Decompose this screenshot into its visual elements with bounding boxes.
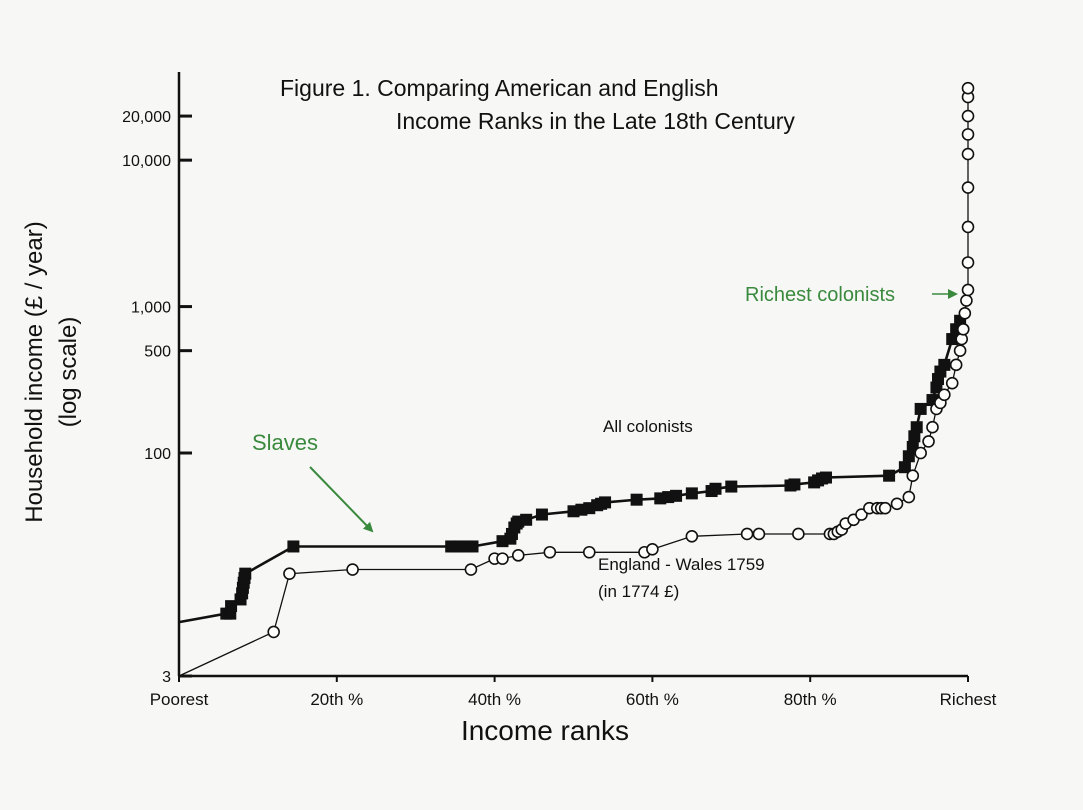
y-axis-label: Household income (£ / year): [21, 221, 48, 522]
data-point-square: [908, 430, 921, 443]
data-point-square: [819, 471, 832, 484]
x-tick-label: 40th %: [468, 690, 521, 709]
data-point-circle: [961, 283, 975, 297]
y-tick-label: 1,000: [131, 300, 171, 317]
data-point-circle: [582, 545, 596, 559]
y-axis-ticks: 3 100 500 1,000 10,000 20,000: [122, 109, 192, 686]
data-point-circle: [685, 529, 699, 543]
x-tick-label: Poorest: [150, 690, 209, 709]
data-point-circle: [346, 563, 359, 576]
chart-subtitle: Income Ranks in the Late 18th Century: [396, 108, 795, 134]
data-point-square: [883, 469, 896, 482]
data-point-square: [630, 493, 643, 506]
data-point-circle: [740, 527, 754, 541]
data-point-square: [914, 402, 927, 415]
x-tick-label: 80th %: [784, 690, 837, 709]
x-axis-ticks: Poorest 20th % 40th % 60th % 80th % Richest: [150, 676, 997, 709]
data-point-square: [520, 513, 533, 526]
y-tick-label: 20,000: [122, 109, 171, 126]
data-point-square: [466, 540, 479, 553]
data-point-circle: [878, 501, 892, 515]
annotation-all-colonists: All colonists: [603, 417, 693, 436]
data-point-circle: [938, 388, 951, 402]
data-point-circle: [926, 420, 939, 434]
x-axis-label: Income ranks: [461, 715, 629, 746]
data-point-square: [225, 600, 238, 613]
x-tick-label: 60th %: [626, 690, 679, 709]
data-point-circle: [961, 256, 975, 269]
data-point-square: [535, 508, 548, 521]
data-point-circle: [961, 147, 975, 161]
data-point-square: [938, 358, 951, 371]
data-point-square: [599, 496, 612, 509]
data-point-square: [788, 478, 801, 491]
y-axis-label-scale: (log scale): [55, 317, 82, 428]
data-point-circle: [464, 563, 478, 576]
data-point-circle: [961, 128, 975, 141]
data-point-circle: [914, 446, 927, 460]
data-point-circle: [961, 220, 975, 234]
x-tick-label: Richest: [940, 690, 997, 709]
data-point-circle: [949, 358, 963, 372]
data-point-circle: [646, 542, 659, 556]
annotation-england-wales-units: (in 1774 £): [598, 582, 679, 601]
annotation-slaves: Slaves: [252, 430, 318, 455]
data-point-circle: [953, 344, 967, 357]
data-point-circle: [267, 625, 280, 639]
data-point-circle: [961, 81, 975, 95]
series-layer: [178, 81, 975, 677]
data-point-square: [910, 421, 923, 434]
series-all-colonists: [178, 314, 967, 624]
data-point-circle: [496, 552, 509, 565]
series-line: [178, 88, 969, 677]
data-point-circle: [890, 497, 904, 511]
x-tick-label: 20th %: [310, 690, 363, 709]
y-tick-label: 500: [144, 344, 171, 361]
annotation-england-wales: England - Wales 1759: [598, 555, 765, 574]
series-line: [178, 320, 962, 624]
data-point-circle: [922, 435, 935, 448]
data-point-square: [946, 333, 959, 346]
annotation-slaves-arrow: [309, 466, 374, 533]
y-tick-label: 10,000: [122, 153, 171, 170]
data-point-circle: [283, 567, 296, 580]
series-england-wales: [178, 81, 975, 677]
data-point-square: [725, 480, 738, 493]
data-point-square: [898, 461, 911, 474]
chart-title: Figure 1. Comparing American and English: [280, 75, 719, 101]
data-point-square: [239, 567, 252, 580]
data-point-circle: [752, 527, 766, 541]
data-point-circle: [961, 109, 975, 123]
data-point-square: [670, 489, 683, 502]
data-point-circle: [961, 181, 975, 194]
data-point-circle: [960, 294, 973, 307]
data-point-circle: [956, 322, 970, 336]
data-point-square: [685, 487, 698, 500]
data-point-square: [287, 540, 300, 553]
data-point-circle: [792, 527, 805, 541]
data-point-circle: [902, 490, 916, 504]
y-tick-label: 3: [162, 669, 171, 686]
data-point-square: [709, 482, 722, 495]
data-point-circle: [958, 306, 972, 320]
y-tick-label: 100: [144, 446, 171, 463]
annotation-richest-colonists: Richest colonists: [745, 284, 895, 306]
data-point-circle: [945, 376, 959, 390]
data-point-circle: [543, 545, 557, 559]
data-point-square: [902, 450, 915, 463]
data-point-circle: [511, 549, 525, 562]
data-point-circle: [906, 469, 920, 482]
